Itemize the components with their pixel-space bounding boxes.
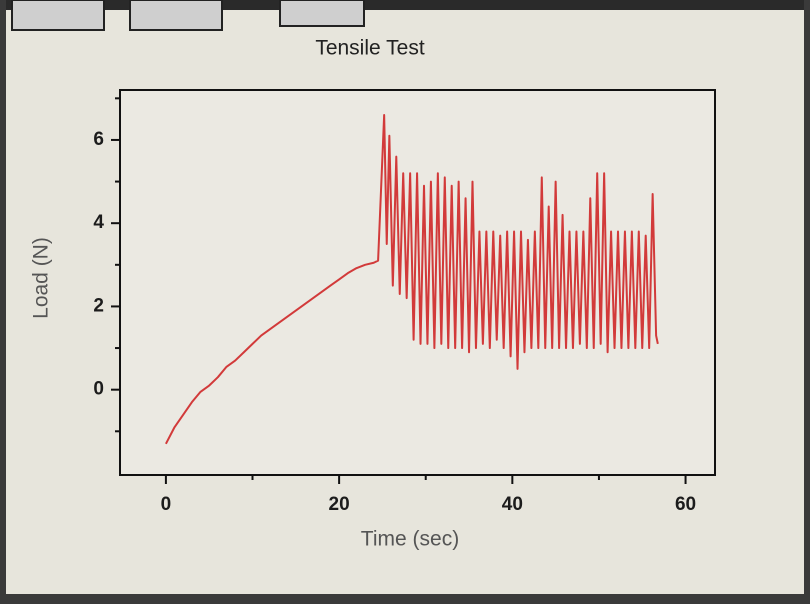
toolbar (6, 0, 804, 10)
toolbar-button[interactable] (11, 0, 105, 31)
x-tick-label: 40 (502, 494, 523, 515)
data-line (165, 113, 659, 445)
y-axis-label: Load (N) (30, 237, 53, 319)
y-tick-label: 0 (93, 379, 104, 400)
y-tick-label: 2 (93, 295, 104, 316)
toolbar-button[interactable] (129, 0, 223, 31)
x-tick-label: 0 (161, 494, 172, 515)
chart-title: Tensile Test (315, 37, 425, 60)
x-tick-label: 60 (675, 494, 696, 515)
x-tick-label: 20 (329, 494, 350, 515)
toolbar-button[interactable] (279, 0, 365, 27)
y-tick-label: 6 (93, 129, 104, 150)
x-axis-label: Time (sec) (361, 528, 459, 551)
y-tick-label: 4 (93, 212, 104, 233)
